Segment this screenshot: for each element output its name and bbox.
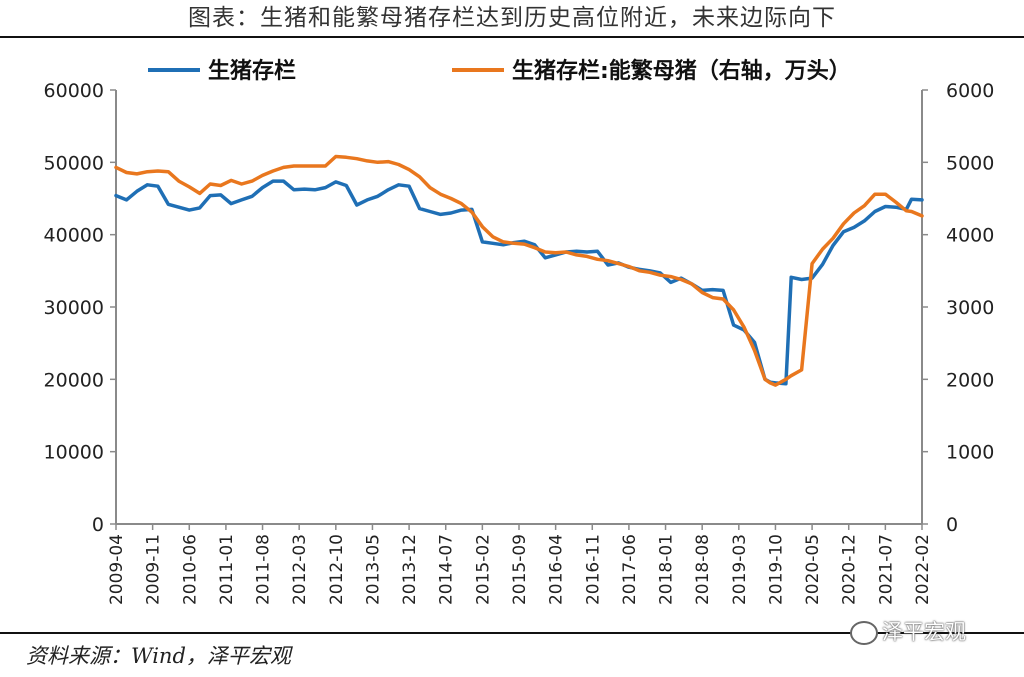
x-tick-label: 2022-02: [913, 534, 933, 605]
source-note: 资料来源：Wind，泽平宏观: [26, 644, 291, 668]
x-tick-label: 2011-08: [254, 534, 274, 605]
line-chart: 0 10000 20000 30000 40000 50000 60000 0 1000 2000…: [44, 58, 995, 605]
x-tick-label: 2018-08: [693, 534, 713, 605]
left-tick-label: 40000: [44, 225, 104, 247]
legend-label: 生猪存栏: [208, 58, 296, 84]
x-tick-label: 2015-09: [510, 534, 530, 605]
x-tick-label: 2016-11: [583, 534, 603, 605]
x-tick-label: 2019-10: [766, 534, 786, 605]
x-tick-label: 2015-02: [473, 534, 493, 605]
right-tick-label: 1000: [946, 442, 994, 464]
wechat-icon: [850, 621, 878, 645]
right-tick-label: 0: [946, 514, 958, 536]
series-line-sow-inventory: [114, 154, 924, 387]
x-tick-label: 2012-03: [290, 534, 310, 605]
right-tick-label: 3000: [946, 297, 994, 319]
watermark-text: 泽平宏观: [882, 620, 966, 644]
x-tick-label: 2014-07: [437, 534, 457, 605]
legend-label: 生猪存栏:能繁母猪（右轴，万头）: [512, 58, 851, 84]
right-tick-label: 4000: [946, 225, 994, 247]
page-title: 图表：生猪和能繁母猪存栏达到历史高位附近，未来边际向下: [188, 5, 836, 31]
x-tick-label: 2020-05: [803, 534, 823, 605]
x-tick-label: 2012-10: [327, 534, 347, 605]
left-tick-label: 50000: [44, 152, 104, 174]
x-tick-label: 2016-04: [547, 534, 567, 605]
x-tick-label: 2018-01: [657, 534, 677, 605]
x-tick-label: 2019-03: [730, 534, 750, 605]
chart-legend: 生猪存栏 生猪存栏:能繁母猪（右轴，万头）: [148, 58, 851, 84]
x-tick-label: 2009-11: [144, 534, 164, 605]
left-tick-label: 10000: [44, 442, 104, 464]
chart-axes: 0 10000 20000 30000 40000 50000 60000 0 1000 2000…: [44, 80, 995, 605]
x-tick-label: 2009-04: [107, 534, 127, 605]
right-tick-label: 2000: [946, 369, 994, 391]
x-tick-label: 2011-01: [217, 534, 237, 605]
x-tick-label: 2010-06: [180, 534, 200, 605]
right-tick-label: 5000: [946, 152, 994, 174]
left-tick-label: 30000: [44, 297, 104, 319]
left-tick-label: 0: [92, 514, 104, 536]
chart-series: [114, 154, 924, 387]
x-tick-label: 2013-12: [400, 534, 420, 605]
x-tick-label: 2017-06: [620, 534, 640, 605]
left-tick-label: 60000: [44, 80, 104, 102]
title-divider: [0, 36, 1024, 38]
x-tick-label: 2020-12: [840, 534, 860, 605]
watermark: 泽平宏观: [850, 616, 966, 646]
x-tick-label: 2021-07: [876, 534, 896, 605]
left-tick-label: 20000: [44, 369, 104, 391]
footer-divider: [0, 632, 1024, 634]
x-tick-label: 2013-05: [363, 534, 383, 605]
series-line-hog-inventory: [114, 179, 924, 386]
right-tick-label: 6000: [946, 80, 994, 102]
